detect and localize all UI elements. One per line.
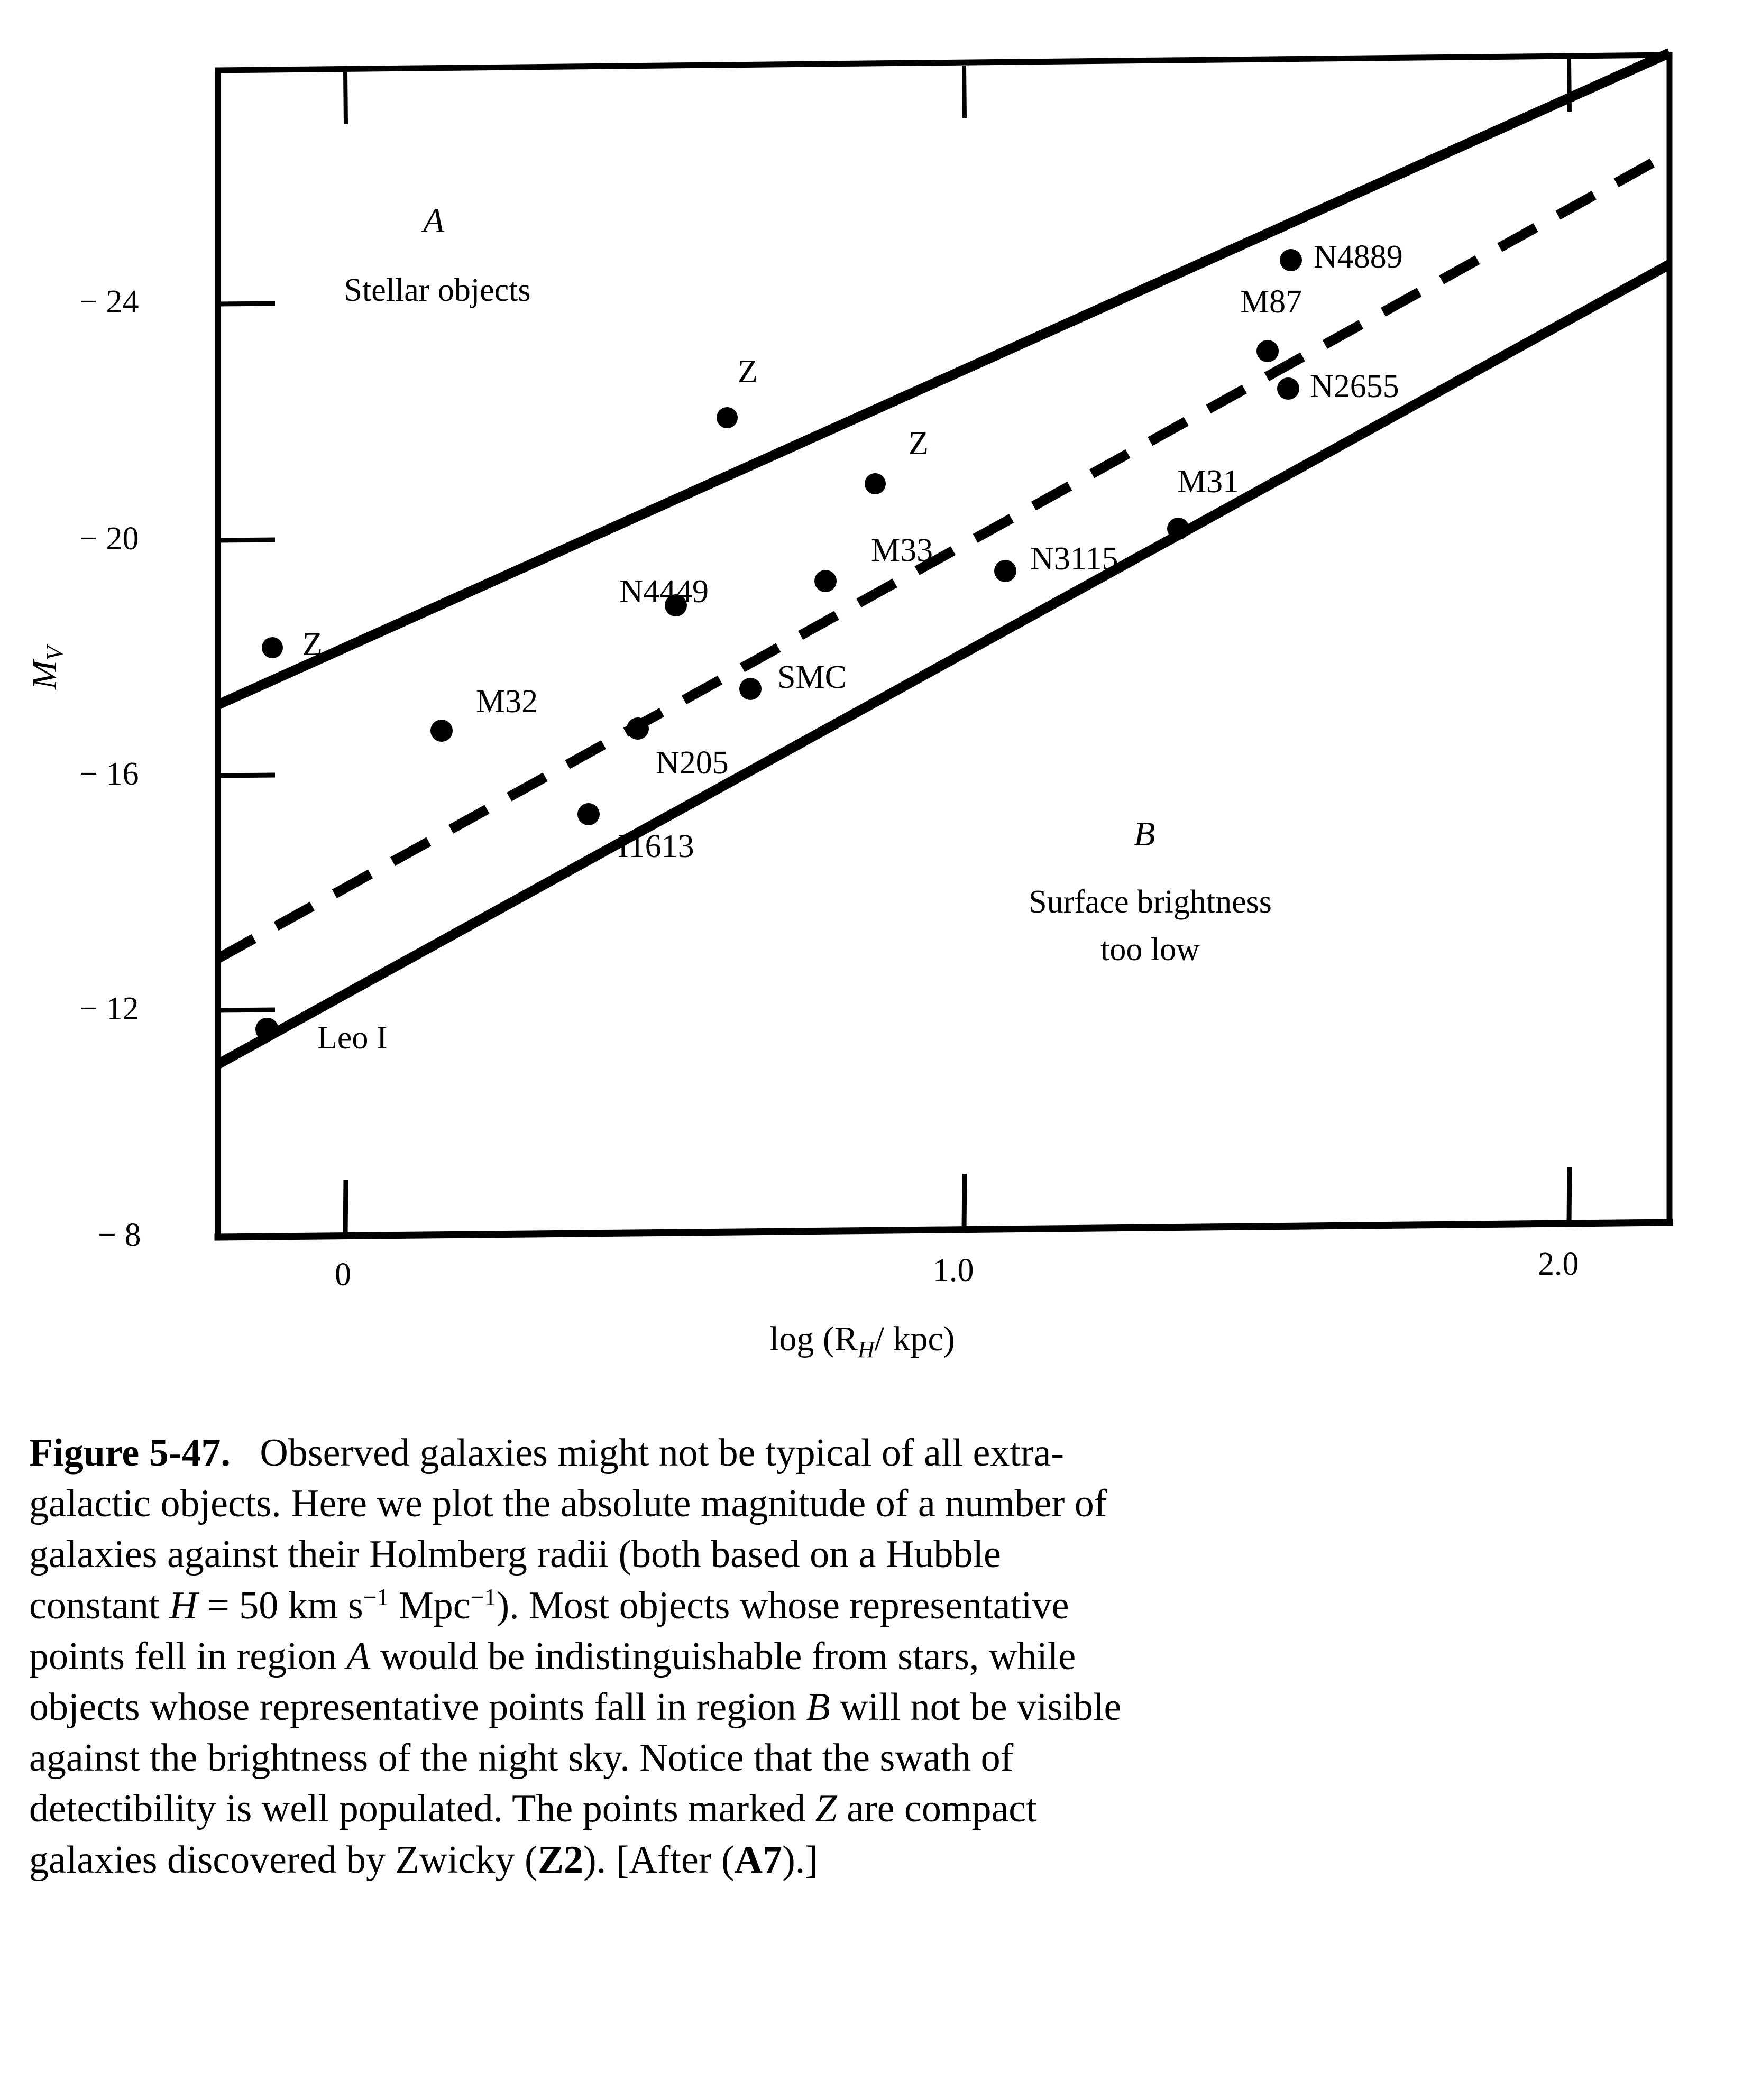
- y-tick-label-16: − 16: [79, 756, 139, 792]
- caption-figure-number: Figure 5-47.: [29, 1431, 231, 1475]
- caption-line-4: constant H = 50 km s−1 Mpc−1). Most obje…: [29, 1583, 1069, 1627]
- y-tick-label-12: − 12: [79, 991, 139, 1027]
- data-point: [865, 473, 886, 494]
- point-label-m87: M87: [1240, 284, 1302, 320]
- x-axis-ticks: [343, 1167, 1572, 1236]
- x-axis-title: log (RH/ kpc): [769, 1322, 955, 1361]
- data-points: [255, 249, 1302, 1041]
- point-label-z-upper: Z: [738, 354, 758, 390]
- data-point: [577, 803, 600, 825]
- point-label-m32: M32: [476, 684, 538, 720]
- figure-caption: Figure 5-47. Observed galaxies might not…: [29, 1427, 1711, 1885]
- caption-text-1: Observed galaxies might not be typical o…: [260, 1431, 1065, 1475]
- caption-text-2: galactic objects. Here we plot the absol…: [29, 1482, 1107, 1526]
- region-a-text: Stellar objects: [344, 272, 531, 308]
- caption-line-2: galactic objects. Here we plot the absol…: [29, 1478, 1711, 1529]
- caption-line-9: galaxies discovered by Zwicky (Z2). [Aft…: [29, 1838, 818, 1882]
- caption-text-3: galaxies against their Holmberg radii (b…: [29, 1533, 1001, 1577]
- x-tick-label-2: 2.0: [1538, 1246, 1579, 1282]
- x-tick-label-1: 1.0: [933, 1252, 974, 1288]
- caption-line-7: against the brightness of the night sky.…: [29, 1733, 1711, 1783]
- point-label-m31: M31: [1177, 464, 1240, 500]
- y-axis-title-main: M: [25, 660, 64, 690]
- region-a-letter: A: [423, 201, 445, 240]
- point-label-n4449: N4449: [619, 574, 709, 610]
- point-label-n4889: N4889: [1314, 239, 1403, 275]
- x-axis-title-main: log (R: [769, 1320, 858, 1358]
- caption-line-8: detectibility is well populated. The poi…: [29, 1787, 1037, 1831]
- y-axis-title: MV: [25, 610, 68, 726]
- data-point: [717, 407, 738, 428]
- y-tick-label-20: − 20: [79, 521, 139, 557]
- data-point: [430, 720, 453, 742]
- x-tick-label-0: 0: [335, 1257, 351, 1293]
- point-label-z-left: Z: [302, 627, 323, 662]
- y-tick-label-24: − 24: [79, 284, 139, 320]
- caption-line-6: objects whose representative points fall…: [29, 1685, 1122, 1729]
- boundary-lines: [215, 48, 1672, 1069]
- y-tick-label-8: − 8: [98, 1217, 141, 1253]
- data-point: [665, 594, 687, 616]
- data-point: [1277, 377, 1299, 400]
- plot-frame: [214, 52, 1673, 1241]
- data-point: [994, 560, 1016, 582]
- data-point: [814, 570, 837, 592]
- scatter-plot-svg: [214, 48, 1673, 1241]
- data-point: [262, 637, 283, 658]
- point-label-n205: N205: [656, 745, 729, 781]
- caption-line-1: Figure 5-47. Observed galaxies might not…: [29, 1427, 1711, 1478]
- data-point: [1280, 249, 1302, 271]
- y-axis-ticks: [217, 301, 276, 1240]
- caption-line-3: galaxies against their Holmberg radii (b…: [29, 1529, 1711, 1580]
- point-label-leo-i: Leo I: [317, 1020, 388, 1056]
- caption-line-5: points fell in region A would be indisti…: [29, 1634, 1076, 1678]
- point-label-smc: SMC: [777, 659, 847, 695]
- data-point: [255, 1018, 279, 1041]
- region-b-letter: B: [1134, 815, 1155, 853]
- point-label-z-mid: Z: [909, 426, 929, 462]
- region-b-text-line1: Surface brightness: [1029, 884, 1272, 920]
- data-point: [627, 717, 649, 740]
- point-label-n2655: N2655: [1310, 369, 1399, 404]
- x-axis-title-rest: / kpc): [874, 1320, 955, 1358]
- point-label-n3115: N3115: [1030, 541, 1118, 577]
- data-point: [1167, 518, 1189, 540]
- mean-relation-line: [215, 149, 1672, 963]
- data-point: [739, 678, 762, 700]
- point-label-m33: M33: [871, 532, 933, 568]
- x-axis-title-sub: H: [857, 1337, 875, 1363]
- region-b-text-line2: too low: [1100, 932, 1200, 968]
- figure-plot-area: − 24 − 20 − 16 − 12 − 8 0 1.0 2.0 MV log…: [25, 48, 1673, 1361]
- upper-boundary-line: [216, 48, 1672, 710]
- caption-text-7: against the brightness of the night sky.…: [29, 1736, 1014, 1780]
- y-axis-title-sub: V: [42, 646, 68, 661]
- point-label-i1613: I1613: [618, 828, 694, 864]
- data-point: [1256, 340, 1279, 362]
- lower-boundary-line: [215, 260, 1672, 1069]
